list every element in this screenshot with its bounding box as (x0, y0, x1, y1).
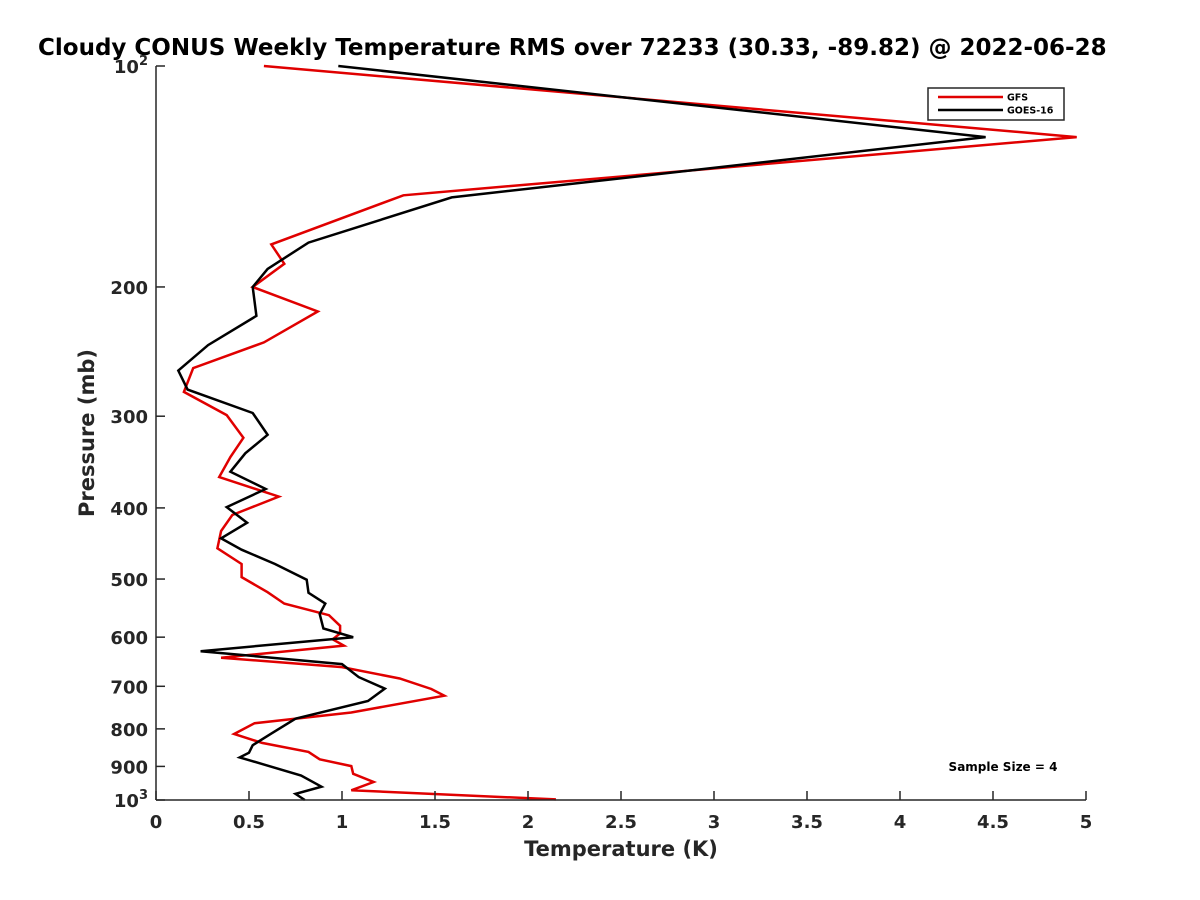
chart-title: Cloudy CONUS Weekly Temperature RMS over… (38, 35, 1107, 61)
x-tick-label: 1 (336, 812, 349, 833)
legend-label-goes-16: GOES-16 (1007, 106, 1054, 117)
y-tick-label: 600 (110, 628, 148, 649)
y-axis-label: Pressure (mb) (75, 349, 99, 517)
x-tick-label: 4 (894, 812, 907, 833)
sample-size-annotation: Sample Size = 4 (949, 760, 1058, 774)
x-ticks: 0 0.5 1 1.5 2 2.5 3 3.5 4 4.5 5 (150, 791, 1093, 833)
y-tick-label: 500 (110, 570, 148, 591)
legend-box (927, 87, 1065, 121)
y-tick-label: 800 (110, 720, 148, 741)
x-tick-label: 0 (150, 812, 163, 833)
series-line-goes-16 (176, 64, 986, 802)
x-axis-label: Temperature (K) (524, 837, 718, 861)
y-tick-label: 103 (114, 788, 148, 812)
y-tick-label: 300 (110, 407, 148, 428)
y-tick-label: 102 (114, 54, 148, 78)
x-tick-label: 1.5 (419, 812, 451, 833)
legend-label-gfs: GFS (1007, 93, 1028, 104)
x-tick-label: 2.5 (605, 812, 637, 833)
y-ticks: 102 200 300 400 500 600 700 800 900 103 (110, 54, 165, 812)
y-tick-label: 200 (110, 278, 148, 299)
legend: GFS GOES-16 (927, 87, 1065, 121)
y-tick-label: 700 (110, 677, 148, 698)
x-tick-label: 3.5 (791, 812, 823, 833)
y-tick-label: 900 (110, 757, 148, 778)
x-tick-label: 2 (522, 812, 535, 833)
series-layer (176, 64, 1077, 802)
x-tick-label: 3 (708, 812, 721, 833)
x-tick-label: 0.5 (233, 812, 265, 833)
series-line-gfs (182, 64, 1077, 801)
y-tick-label: 400 (110, 499, 148, 520)
x-tick-label: 5 (1080, 812, 1093, 833)
x-tick-label: 4.5 (977, 812, 1009, 833)
